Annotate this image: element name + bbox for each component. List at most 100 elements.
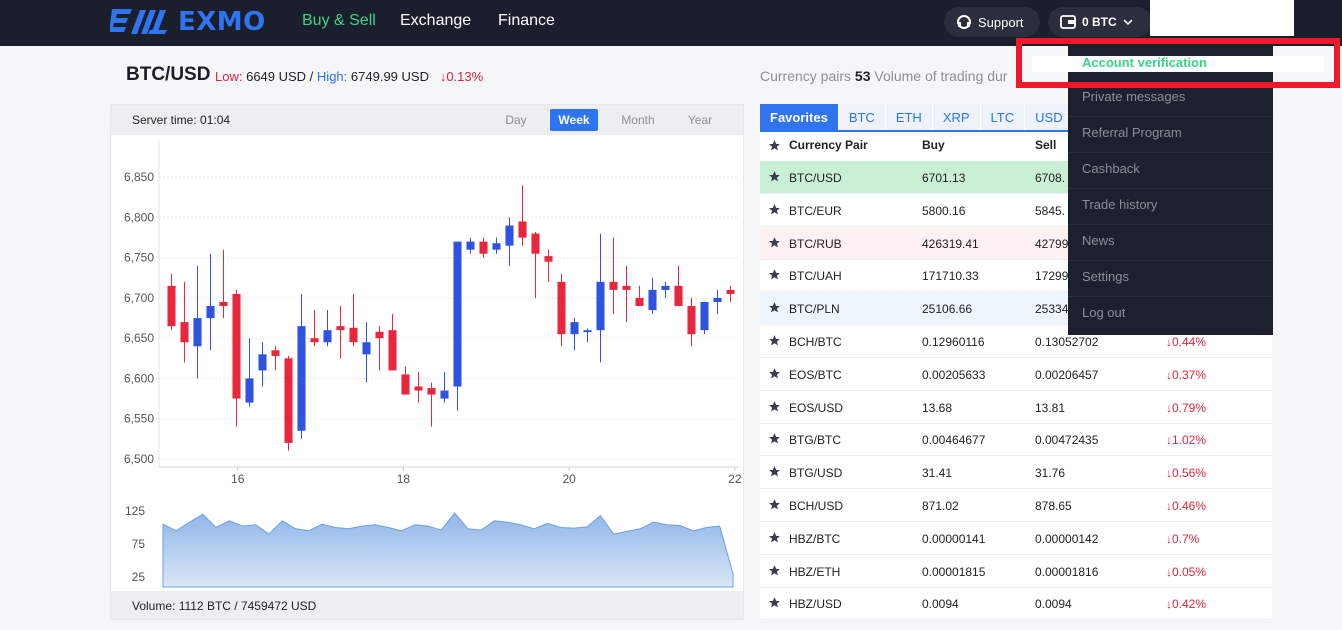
favorite-star-icon[interactable] xyxy=(768,465,781,478)
table-row[interactable]: BCH/USD 871.02 878.65 ↓0.46% xyxy=(760,489,1272,522)
table-row[interactable]: HBZ/USD 0.0094 0.0094 ↓0.42% xyxy=(760,587,1272,621)
favorite-star-icon[interactable] xyxy=(768,334,781,347)
tab-xrp[interactable]: XRP xyxy=(932,104,981,130)
pairs-count: 53 xyxy=(854,68,871,84)
favorite-star-icon[interactable] xyxy=(768,400,781,413)
candle-body xyxy=(219,301,228,307)
candle-body xyxy=(583,330,592,333)
favorite-star-icon[interactable] xyxy=(768,367,781,380)
cell-buy: 0.0094 xyxy=(922,597,959,612)
y-tick-label: 6,800 xyxy=(124,210,154,224)
favorite-star-icon[interactable] xyxy=(768,531,781,544)
cell-pair: HBZ/ETH xyxy=(789,564,841,579)
cell-buy: 13.68 xyxy=(922,400,953,415)
candle-body xyxy=(570,322,579,335)
pairs-label: Currency pairs xyxy=(760,68,852,84)
menu-news[interactable]: News xyxy=(1082,233,1115,248)
tab-eth[interactable]: ETH xyxy=(885,104,933,130)
cell-buy: 6701.13 xyxy=(922,171,966,185)
cell-pair: BTC/UAH xyxy=(789,269,842,284)
nav-buy-sell[interactable]: Buy & Sell xyxy=(302,12,376,29)
table-row[interactable]: EOS/USD 13.68 13.81 ↓0.79% xyxy=(760,391,1272,424)
candle-body xyxy=(401,374,410,395)
table-row[interactable]: HBZ/BTC 0.00000141 0.00000142 ↓0.7% xyxy=(760,522,1272,555)
favorite-star-icon[interactable] xyxy=(768,236,781,249)
menu-cashback[interactable]: Cashback xyxy=(1082,161,1140,176)
col-currency-pair[interactable]: Currency Pair xyxy=(789,138,868,152)
cell-pair: HBZ/USD xyxy=(789,597,842,612)
candle-body xyxy=(453,241,462,387)
balance-dropdown[interactable]: 0 BTC xyxy=(1048,7,1152,37)
table-row[interactable]: EOS/BTC 0.00205633 0.00206457 ↓0.37% xyxy=(760,358,1272,391)
cell-sell: 0.00472435 xyxy=(1035,433,1099,448)
volume-label: Volume of trading dur xyxy=(874,68,1008,84)
highlight-white-field xyxy=(1032,56,1324,72)
tab-favorites[interactable]: Favorites xyxy=(760,104,839,130)
candle-body xyxy=(544,256,553,262)
nav-finance[interactable]: Finance xyxy=(498,12,555,29)
table-row[interactable]: BTC/UAH 171710.33 17299 xyxy=(760,259,1272,293)
candle-body xyxy=(609,281,618,290)
cell-pair: EOS/USD xyxy=(789,400,844,415)
table-row[interactable]: HBZ/ETH 0.00001815 0.00001816 ↓0.05% xyxy=(760,555,1272,588)
tab-ltc[interactable]: LTC xyxy=(980,104,1026,130)
cell-change: ↓0.37% xyxy=(1166,367,1207,382)
menu-settings[interactable]: Settings xyxy=(1082,269,1129,284)
menu-trade-history[interactable]: Trade history xyxy=(1082,197,1158,212)
candle-body xyxy=(518,221,527,238)
cell-change: ↓0.46% xyxy=(1166,499,1207,513)
x-tick-label: 22 xyxy=(728,472,742,486)
period-day[interactable]: Day xyxy=(505,113,527,127)
menu-account-verification[interactable]: Account verification xyxy=(1082,55,1207,70)
tab-btc[interactable]: BTC xyxy=(838,104,886,130)
period-week[interactable]: Week xyxy=(550,109,598,131)
chart-toolbar: Server time: 01:04 Day Week Month Year xyxy=(111,105,743,135)
table-row[interactable]: BTG/USD 31.41 31.76 ↓0.56% xyxy=(760,456,1272,490)
cell-pair: BCH/BTC xyxy=(789,335,842,349)
col-buy[interactable]: Buy xyxy=(922,138,945,152)
candle-body xyxy=(206,306,215,319)
cell-pair: BTC/PLN xyxy=(789,302,840,317)
table-row[interactable]: BCH/BTC 0.12960116 0.13052702 ↓0.44% xyxy=(760,325,1272,358)
cell-change: ↓0.56% xyxy=(1166,466,1207,481)
exmo-logo[interactable]: EXMO xyxy=(110,6,266,38)
favorite-star-icon[interactable] xyxy=(768,596,781,609)
favorite-star-icon[interactable] xyxy=(768,268,781,281)
support-button[interactable]: Support xyxy=(944,7,1040,37)
tab-usd[interactable]: USD xyxy=(1025,104,1074,130)
candle-body xyxy=(635,297,644,307)
favorite-star-icon[interactable] xyxy=(768,301,781,314)
favorite-star-icon[interactable] xyxy=(768,564,781,577)
cell-buy: 0.00001815 xyxy=(922,564,986,579)
cell-sell: 17299 xyxy=(1035,269,1069,284)
favorite-star-icon[interactable] xyxy=(768,203,781,216)
volume-tick-label: 25 xyxy=(132,570,146,584)
price-chart[interactable]: 6,500 6,550 6,600 6,650 6,700 6,750 6,800 6,850… xyxy=(111,135,743,591)
candle-body xyxy=(622,285,631,290)
candle-body xyxy=(492,243,501,250)
table-row[interactable]: BTG/BTC 0.00464677 0.00472435 ↓1.02% xyxy=(760,423,1272,457)
period-month[interactable]: Month xyxy=(621,113,655,127)
cell-sell: 13.81 xyxy=(1035,400,1066,415)
menu-log-out[interactable]: Log out xyxy=(1082,305,1126,320)
period-year[interactable]: Year xyxy=(687,113,713,127)
balance-value: 0 BTC xyxy=(1082,15,1117,29)
high-value: 6749.99 USD xyxy=(350,69,429,84)
server-time: Server time: 01:04 xyxy=(132,113,231,127)
favorite-star-icon[interactable] xyxy=(768,498,781,511)
menu-referral-program[interactable]: Referral Program xyxy=(1082,125,1182,140)
cell-buy: 0.00205633 xyxy=(922,367,986,382)
candle-body xyxy=(466,241,475,250)
table-row[interactable]: BTC/EUR 5800.16 5845. xyxy=(760,194,1272,227)
cell-pair: BTC/EUR xyxy=(789,203,842,218)
cell-pair: BTC/RUB xyxy=(789,236,842,251)
menu-divider xyxy=(1068,260,1273,261)
menu-private-messages[interactable]: Private messages xyxy=(1082,89,1186,104)
nav-exchange[interactable]: Exchange xyxy=(400,12,472,29)
cell-sell: 25334 xyxy=(1035,302,1069,317)
col-sell[interactable]: Sell xyxy=(1035,138,1057,152)
favorite-star-icon[interactable] xyxy=(768,170,781,183)
cell-buy: 0.00000141 xyxy=(922,531,986,546)
favorite-star-icon[interactable] xyxy=(768,432,781,445)
cell-pair: BTC/USD xyxy=(789,171,842,185)
